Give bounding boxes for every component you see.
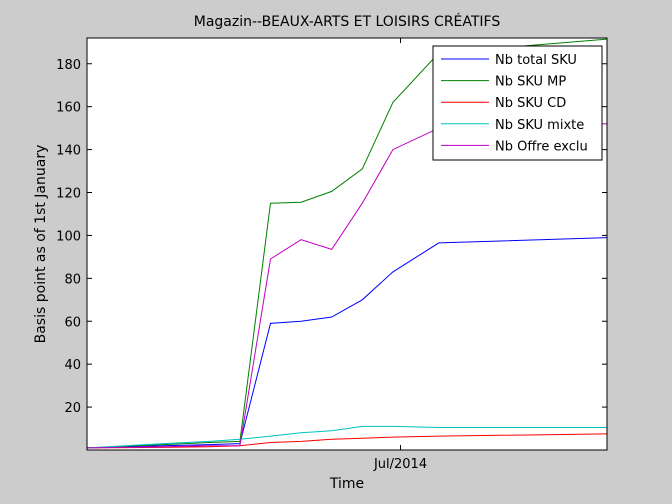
legend-box [432,45,603,161]
legend: Nb total SKU Nb SKU MP Nb SKU CD Nb SKU mix… [432,45,603,161]
y-tick-label: 60 [64,315,81,330]
y-tick-label: 120 [56,187,81,202]
legend-label: Nb total SKU [495,53,577,68]
x-axis-label: Time [329,476,364,492]
x-tick-label: Jul/2014 [373,457,427,472]
series-line-2 [86,38,608,449]
y-tick-label: 80 [64,272,81,287]
y-tick-label: 180 [56,58,81,73]
x-axis-ticks: Jul/2014 [373,38,427,472]
legend-label: Nb SKU MP [495,75,566,90]
series-line-1 [86,237,608,449]
y-tick-label: 40 [64,358,81,373]
series-line-3 [86,433,608,449]
series-line-5 [86,123,608,449]
legend-label: Nb SKU CD [495,96,566,111]
y-tick-label: 20 [64,401,81,416]
y-axis-label: Basis point as of 1st January [33,145,49,344]
legend-label: Nb Offre exclu [495,139,588,154]
y-tick-label: 100 [56,229,81,244]
y-tick-label: 140 [56,144,81,159]
plot-frame [86,37,608,451]
y-tick-label: 160 [56,101,81,116]
y-axis-ticks: 20 40 60 80 100 120 140 160 180 [56,58,607,416]
chart-title: Magazin--BEAUX-ARTS ET LOISIRS CRÉATIFS [194,13,501,30]
series-line-4 [86,425,607,449]
legend-label: Nb SKU mixte [495,118,584,133]
series-layer [86,38,608,449]
